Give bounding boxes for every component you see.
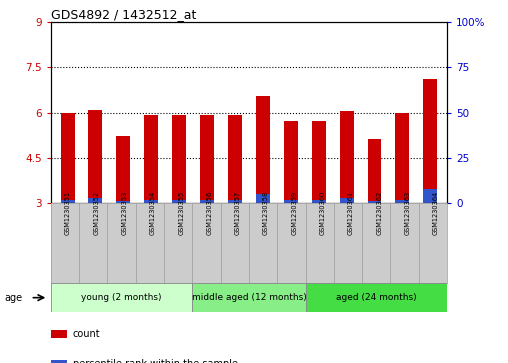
- Text: middle aged (12 months): middle aged (12 months): [192, 293, 306, 302]
- Text: GSM1230361: GSM1230361: [348, 191, 354, 235]
- Bar: [60, 200, 75, 203]
- Bar: [367, 139, 382, 203]
- Text: GSM1230360: GSM1230360: [320, 191, 326, 235]
- Bar: [423, 79, 437, 203]
- Bar: [51, 283, 193, 312]
- Bar: [340, 198, 354, 203]
- Bar: [51, 360, 67, 363]
- Bar: [367, 201, 382, 203]
- Text: GSM1230363: GSM1230363: [404, 191, 410, 235]
- Text: GDS4892 / 1432512_at: GDS4892 / 1432512_at: [51, 8, 196, 21]
- Bar: [423, 189, 437, 203]
- Bar: [228, 115, 242, 203]
- Bar: [340, 111, 354, 203]
- Text: young (2 months): young (2 months): [81, 293, 162, 302]
- Bar: [88, 110, 103, 203]
- Text: aged (24 months): aged (24 months): [336, 293, 417, 302]
- Bar: [256, 194, 270, 203]
- Bar: [284, 200, 298, 203]
- Text: count: count: [73, 329, 100, 339]
- Text: percentile rank within the sample: percentile rank within the sample: [73, 359, 238, 363]
- Bar: [116, 136, 131, 203]
- Text: GSM1230357: GSM1230357: [235, 191, 241, 235]
- Bar: [200, 200, 214, 203]
- Text: GSM1230358: GSM1230358: [263, 191, 269, 235]
- Text: GSM1230359: GSM1230359: [292, 191, 297, 235]
- Text: GSM1230352: GSM1230352: [93, 191, 99, 235]
- Text: age: age: [4, 293, 22, 303]
- Bar: [60, 114, 75, 203]
- Bar: [395, 114, 409, 203]
- Bar: [144, 115, 158, 203]
- Bar: [312, 121, 326, 203]
- Text: GSM1230355: GSM1230355: [178, 191, 184, 235]
- Text: GSM1230351: GSM1230351: [65, 191, 71, 235]
- Bar: [116, 201, 131, 203]
- Bar: [228, 200, 242, 203]
- Bar: [284, 121, 298, 203]
- Bar: [144, 200, 158, 203]
- Bar: [51, 330, 67, 338]
- Text: GSM1230354: GSM1230354: [150, 191, 156, 235]
- Text: GSM1230353: GSM1230353: [121, 191, 128, 235]
- Bar: [256, 96, 270, 203]
- Bar: [395, 200, 409, 203]
- Bar: [172, 115, 186, 203]
- Text: GSM1230356: GSM1230356: [206, 191, 212, 235]
- Bar: [88, 198, 103, 203]
- Text: GSM1230364: GSM1230364: [433, 191, 439, 235]
- Bar: [193, 283, 305, 312]
- Bar: [200, 115, 214, 203]
- Bar: [172, 200, 186, 203]
- Text: GSM1230362: GSM1230362: [376, 191, 383, 235]
- Bar: [312, 200, 326, 203]
- Bar: [305, 283, 447, 312]
